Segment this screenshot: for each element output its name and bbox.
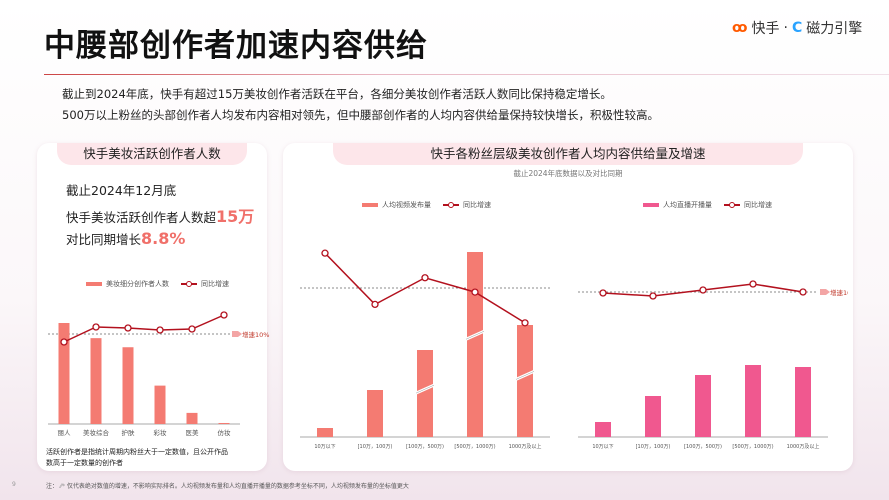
intro-line: 500万以上粉丝的头部创作者人均发布内容相对领先，但中腰部创作者的人均内容供给量… [62, 108, 659, 122]
bar [218, 422, 230, 424]
bar [517, 325, 533, 437]
left-note: 活跃创作者是指统计周期内粉丝大于一定数值，且公开作品 数高于一定数量的创作者 [46, 448, 228, 467]
intro-text: 截止到2024年底，快手有超过15万美妆创作者活跃在平台，各细分美妆创作者活跃人… [62, 84, 659, 126]
bar [745, 365, 761, 437]
x-tick-label: [10万，100万) [636, 444, 671, 450]
axis-break-icon [515, 371, 535, 380]
x-tick-label: 护肤 [122, 428, 136, 437]
right-legend: 人均直播开播量 同比增速 [643, 200, 772, 210]
growth-point [60, 338, 68, 346]
x-tick-label: 1000万及以上 [787, 443, 820, 450]
growth-point [599, 289, 607, 297]
x-tick-label: 10万以下 [314, 444, 335, 450]
axis-break-icon [415, 384, 435, 394]
x-tick-label: 丽人 [58, 429, 72, 437]
bar [645, 396, 661, 437]
growth-point [521, 319, 529, 327]
x-tick-label: 10万以下 [592, 444, 613, 450]
growth-point [188, 325, 196, 333]
left-legend: 美妆细分创作者人数 同比增速 [86, 279, 229, 289]
growth-point [371, 300, 379, 309]
bar [90, 338, 102, 424]
cili-logo-icon: C [791, 20, 803, 36]
x-tick-label: 仿妆 [218, 428, 232, 437]
reference-label: 增速10% [242, 330, 269, 339]
bar [317, 428, 333, 437]
x-tick-label: [100万，500万) [406, 444, 444, 450]
x-tick-label: 1000万及以上 [509, 443, 542, 450]
growth-point [92, 323, 100, 331]
right-card-title: 快手各粉丝层级美妆创作者人均内容供给量及增速 [333, 143, 803, 165]
intro-line: 截止到2024年底，快手有超过15万美妆创作者活跃在平台，各细分美妆创作者活跃人… [62, 87, 612, 101]
growth-point [156, 326, 164, 334]
logo-brand2: 磁力引擎 [806, 21, 863, 37]
logo-sep: · [783, 20, 788, 36]
bar [417, 350, 433, 437]
bar [186, 412, 198, 424]
growth-point [471, 288, 479, 296]
growth-line [63, 314, 225, 343]
x-tick-label: 彩妆 [154, 428, 168, 437]
growth-point [749, 280, 757, 288]
x-tick-label: [500万，1000万) [454, 444, 495, 450]
x-tick-label: [500万，1000万) [732, 444, 773, 450]
footnote: 注： ⁄⁄* 仅代表绝对数值的增速，不影响实际排名。人均视频发布量和人均直播开播… [46, 483, 409, 490]
x-tick-label: [100万，500万) [684, 444, 722, 450]
x-tick-label: 医美 [186, 428, 200, 437]
kuaishou-logo-icon: ꝏ [732, 20, 748, 36]
left-card: 快手美妆活跃创作者人数 [37, 143, 267, 471]
page-number: 9 [12, 481, 16, 488]
growth-point [421, 274, 429, 282]
right-chart: 增速10% 10万以下 [10万，100万) [100万，500万) [500万，100… [578, 280, 848, 450]
brand-logo: ꝏ 快手 · C 磁力引擎 [732, 18, 862, 38]
arrow-icon [820, 289, 830, 295]
x-tick-label: [10万，100万) [358, 444, 393, 450]
bar [154, 385, 166, 424]
bar [695, 375, 711, 437]
bar [467, 252, 483, 437]
right-card-subtitle: 截止2024年底数据以及对比同期 [513, 169, 623, 178]
reference-label: 增速10% [830, 288, 848, 297]
stat-line1: 截止2024年12月底 [66, 183, 177, 198]
mid-chart: 10万以下 [10万，100万) [100万，500万) [500万，1000万) 10… [300, 249, 550, 450]
mid-legend: 人均视频发布量 同比增速 [362, 200, 491, 210]
growth-point [124, 324, 132, 332]
growth-point [699, 286, 707, 294]
bar [595, 422, 611, 437]
title-divider [44, 74, 889, 75]
x-tick-label: 美妆综合 [83, 428, 110, 437]
logo-brand1: 快手 [751, 21, 780, 37]
left-card-title: 快手美妆活跃创作者人数 [57, 143, 247, 165]
bar [122, 347, 134, 424]
growth-point [220, 311, 228, 319]
stat-line2: 快手美妆活跃创作者人数超15万 [66, 207, 255, 226]
bar [367, 390, 383, 437]
left-chart: 增速10% 丽人 美妆综合 护肤 彩妆 医美 仿妆 [48, 311, 269, 437]
bar [795, 367, 811, 437]
growth-point [649, 292, 657, 300]
axis-break-icon [465, 331, 485, 340]
page-title: 中腰部创作者加速内容供给 [44, 28, 428, 64]
arrow-icon [232, 331, 242, 337]
bar [58, 323, 70, 424]
growth-point [799, 288, 807, 296]
growth-point [321, 249, 329, 257]
stat-line3: 对比同期增长8.8% [66, 229, 186, 248]
